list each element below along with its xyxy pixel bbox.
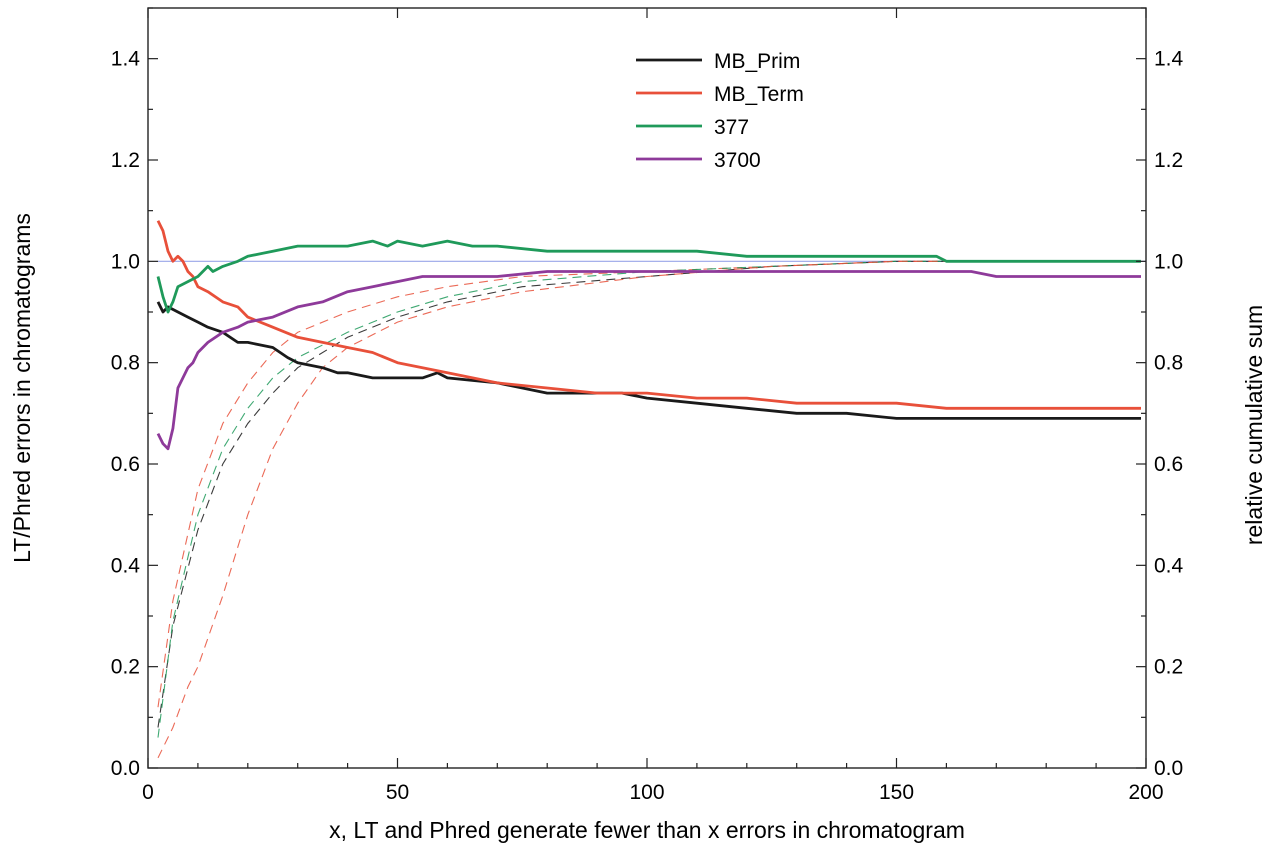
y2-tick-label: 0.0 [1154, 757, 1183, 780]
plot-area [156, 220, 1146, 759]
y-tick-label: 0.4 [111, 554, 141, 577]
y-axis-right-title: relative cumulative sum [1241, 305, 1267, 545]
y-tick-label: 1.2 [111, 149, 140, 172]
y-axis-right-ticks: 0.0 0.2 0.4 0.6 0.8 1.0 1.2 1.4 [1136, 7, 1184, 780]
series-line-mb-term [156, 220, 1141, 410]
cumulative-line-4 [157, 260, 1141, 759]
y2-tick-label: 1.0 [1154, 250, 1183, 273]
x-tick-label: 50 [386, 781, 409, 804]
legend: MB_Prim MB_Term 377 3700 [636, 50, 804, 172]
y2-tick-label: 1.4 [1154, 48, 1184, 71]
x-tick-label: 150 [879, 781, 914, 804]
y2-tick-label: 0.8 [1154, 352, 1183, 375]
legend-label: MB_Prim [714, 50, 800, 73]
x-tick-label: 100 [629, 781, 664, 804]
y2-tick-label: 0.6 [1154, 453, 1183, 476]
legend-label: 377 [714, 116, 749, 139]
x-tick-label: 0 [142, 781, 154, 804]
cumulative-line-2 [157, 260, 1141, 708]
cumulative-line-3 [157, 260, 1141, 738]
series-line-377 [156, 239, 1141, 314]
y-axis-left-ticks: 0.0 0.2 0.4 0.6 0.8 1.0 1.2 1.4 [111, 7, 158, 780]
x-tick-label: 200 [1128, 781, 1163, 804]
y-tick-label: 0.6 [111, 453, 140, 476]
y2-tick-label: 0.2 [1154, 656, 1183, 679]
series-line-mb-prim [156, 301, 1141, 420]
y-tick-label: 1.4 [111, 48, 141, 71]
y-tick-label: 0.0 [111, 757, 140, 780]
y2-tick-label: 1.2 [1154, 149, 1183, 172]
y-axis-left-title: LT/Phred errors in chromatograms [9, 213, 35, 563]
y2-tick-label: 0.4 [1154, 554, 1184, 577]
y-tick-label: 0.8 [111, 352, 140, 375]
x-axis-title: x, LT and Phred generate fewer than x er… [329, 817, 965, 843]
series-layer [156, 220, 1141, 451]
x-axis-ticks: 0 50 100 150 200 [142, 8, 1164, 804]
series-line-3700 [156, 270, 1141, 451]
cumulative-series-layer [157, 260, 1141, 759]
legend-label: 3700 [714, 149, 761, 172]
legend-label: MB_Term [714, 83, 804, 106]
y-tick-label: 0.2 [111, 656, 140, 679]
y-tick-label: 1.0 [111, 250, 140, 273]
